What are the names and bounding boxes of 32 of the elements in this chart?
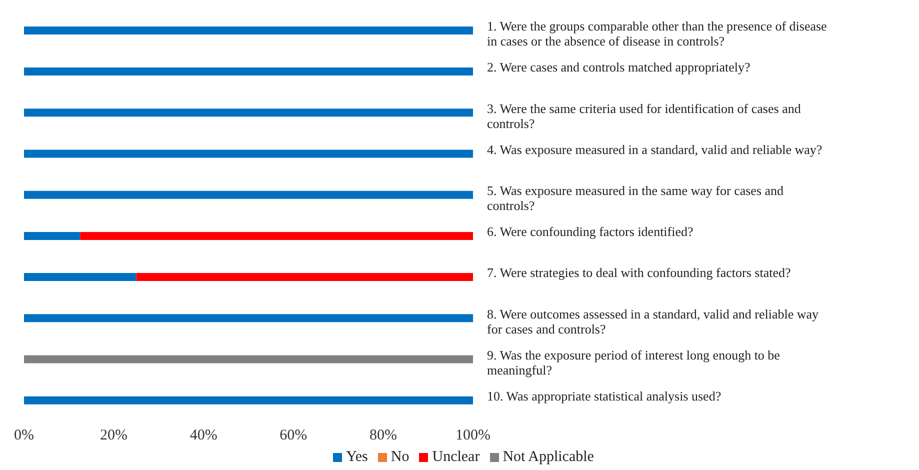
y-tick-label: 7. Were strategies to deal with confounding factors stated? [487,265,791,280]
bar [24,150,473,158]
legend-label: Yes [346,449,368,465]
x-tick-label: 100% [456,428,490,444]
bar [24,68,473,76]
y-tick-label: 8. Were outcomes assessed in a standard, valid and reliable way for cases and controls? [487,306,820,336]
x-tick-label: 40% [190,428,218,444]
y-tick-label: 5. Was exposure measured in the same way for cases and controls? [487,182,784,213]
bar [24,273,136,282]
bar [24,232,80,240]
bar [24,396,473,404]
bar [24,190,473,199]
bar [80,232,473,240]
y-tick-label: 9. Was the exposure period of interest long enough to be meaningful? [487,347,780,378]
x-tick-label: 0% [14,428,34,444]
x-tick-label: 60% [280,428,308,444]
bar [24,26,473,34]
legend-label: No [390,449,410,465]
y-tick-label: 2. Were cases and controls matched appropriately? [487,60,751,75]
bar [136,273,473,282]
bar [24,355,473,364]
y-tick-label: 6. Were confounding factors identified? [487,224,694,240]
y-tick-label: 3. Were the same criteria used for identification of cases and controls? [487,100,802,131]
x-tick-label: 20% [100,428,128,444]
legend-label: Unclear [432,449,480,465]
y-tick-label: 1. Were the groups comparable other than the presence of disease in cases or the absence of disease in controls? [487,18,828,49]
y-tick-label: 4. Was exposure measured in a standard, valid and reliable way? [487,142,822,157]
bar [24,314,473,322]
legend-label: Not Applicable [502,449,594,465]
y-tick-label: 10. Was appropriate statistical analysis used? [487,388,722,404]
x-tick-label: 80% [369,428,397,444]
bar [24,108,473,117]
